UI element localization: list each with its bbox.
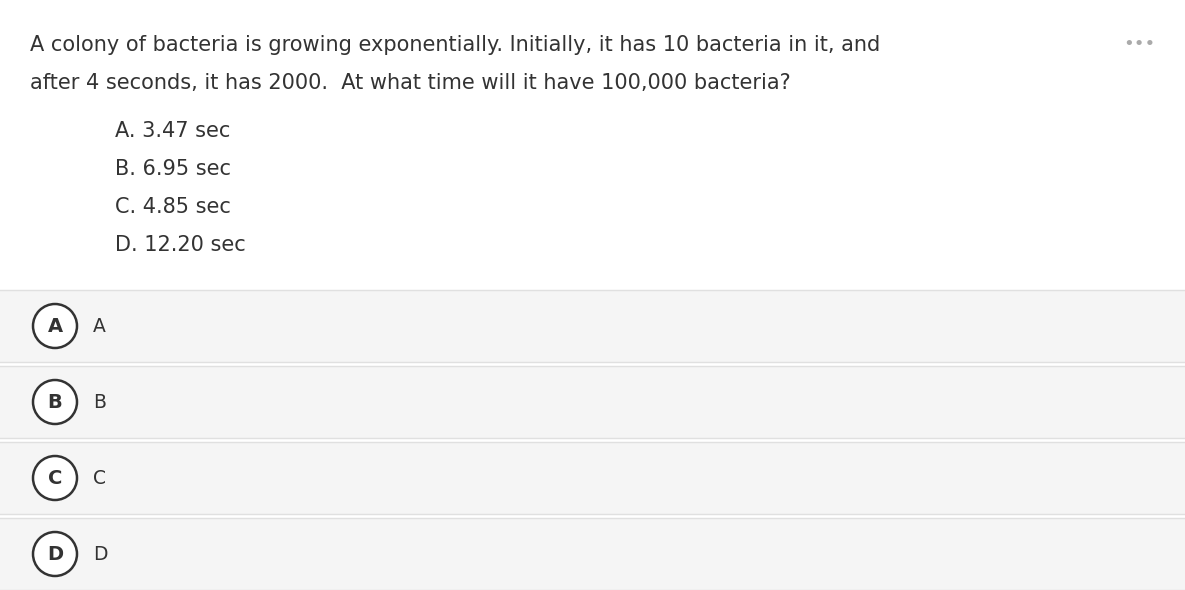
- Ellipse shape: [33, 532, 77, 576]
- Text: B: B: [47, 392, 63, 411]
- Text: D: D: [47, 545, 63, 563]
- Text: C: C: [47, 468, 62, 487]
- Bar: [0, 290, 1185, 362]
- Ellipse shape: [33, 456, 77, 500]
- Ellipse shape: [33, 380, 77, 424]
- Text: C: C: [92, 468, 105, 487]
- Text: A: A: [47, 316, 63, 336]
- Text: A. 3.47 sec: A. 3.47 sec: [115, 121, 230, 141]
- Text: C. 4.85 sec: C. 4.85 sec: [115, 197, 231, 217]
- Text: B: B: [92, 392, 105, 411]
- Ellipse shape: [33, 304, 77, 348]
- Text: D. 12.20 sec: D. 12.20 sec: [115, 235, 245, 255]
- Bar: [0, 366, 1185, 438]
- Text: •••: •••: [1122, 35, 1155, 53]
- Text: D: D: [92, 545, 108, 563]
- Text: A colony of bacteria is growing exponentially. Initially, it has 10 bacteria in : A colony of bacteria is growing exponent…: [30, 35, 880, 55]
- Text: A: A: [92, 316, 105, 336]
- Bar: [0, 518, 1185, 590]
- Text: B. 6.95 sec: B. 6.95 sec: [115, 159, 231, 179]
- Bar: [0, 442, 1185, 514]
- Text: after 4 seconds, it has 2000.  At what time will it have 100,000 bacteria?: after 4 seconds, it has 2000. At what ti…: [30, 73, 790, 93]
